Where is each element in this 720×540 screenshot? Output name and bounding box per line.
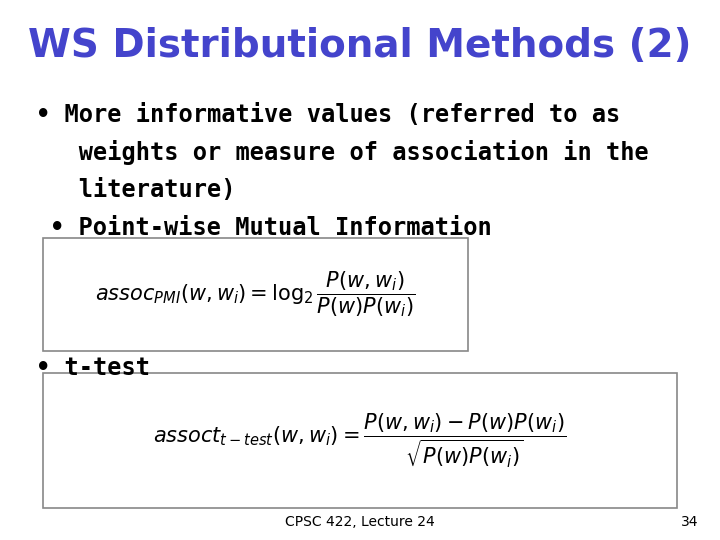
Text: weights or measure of association in the: weights or measure of association in the bbox=[36, 140, 649, 165]
FancyBboxPatch shape bbox=[43, 373, 677, 508]
FancyBboxPatch shape bbox=[43, 238, 468, 351]
Text: literature): literature) bbox=[36, 178, 235, 202]
Text: $assoc_{PMI}(w, w_i) = \log_2 \dfrac{P(w, w_i)}{P(w)P(w_i)}$: $assoc_{PMI}(w, w_i) = \log_2 \dfrac{P(w… bbox=[95, 269, 416, 319]
Text: • Point-wise Mutual Information: • Point-wise Mutual Information bbox=[50, 216, 492, 240]
Text: • t-test: • t-test bbox=[36, 356, 150, 380]
Text: WS Distributional Methods (2): WS Distributional Methods (2) bbox=[28, 27, 692, 65]
Text: • More informative values (referred to as: • More informative values (referred to a… bbox=[36, 103, 620, 126]
Text: $assoct_{t-test}(w, w_i) = \dfrac{P(w, w_i) - P(w)P(w_i)}{\sqrt{P(w)P(w_i)}}$: $assoct_{t-test}(w, w_i) = \dfrac{P(w, w… bbox=[153, 411, 567, 469]
Text: 34: 34 bbox=[681, 515, 698, 529]
Text: CPSC 422, Lecture 24: CPSC 422, Lecture 24 bbox=[285, 515, 435, 529]
